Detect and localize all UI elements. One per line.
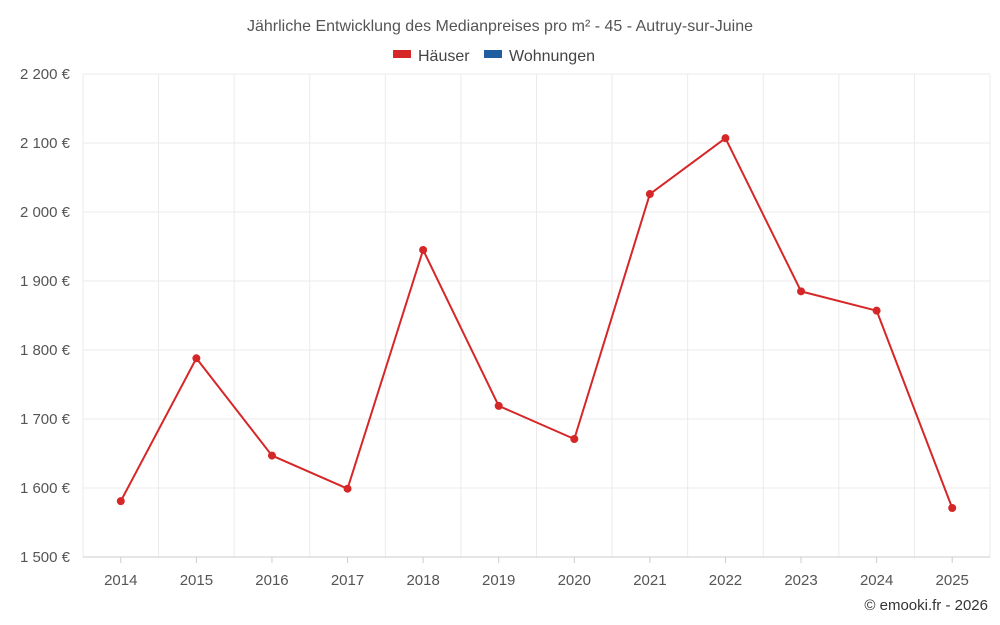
x-tick-label: 2016 xyxy=(255,572,288,589)
y-tick-label: 2 200 € xyxy=(20,66,71,83)
x-tick-label: 2025 xyxy=(936,572,969,589)
data-point-2021[interactable] xyxy=(645,190,654,199)
legend-label-wohnungen[interactable]: Wohnungen xyxy=(509,48,595,65)
x-tick-label: 2024 xyxy=(860,572,893,589)
data-point-2019[interactable] xyxy=(494,401,503,410)
series-haeuser xyxy=(116,134,957,513)
x-tick-label: 2014 xyxy=(104,572,137,589)
legend-swatch-wohnungen xyxy=(484,50,502,58)
x-axis-ticks: 2014 2015 2016 2017 2018 2019 2020 2021 2022 2023… xyxy=(104,557,969,589)
y-tick-label: 2 100 € xyxy=(20,135,71,152)
legend-swatch-haeuser xyxy=(393,50,411,58)
y-tick-label: 2 000 € xyxy=(20,204,71,221)
x-tick-label: 2021 xyxy=(633,572,666,589)
series-line-haeuser xyxy=(119,137,954,509)
x-tick-label: 2022 xyxy=(709,572,742,589)
y-tick-label: 1 600 € xyxy=(20,480,71,497)
data-point-2022[interactable] xyxy=(721,134,730,143)
x-tick-label: 2017 xyxy=(331,572,364,589)
data-point-2017[interactable] xyxy=(343,484,352,493)
chart-title: Jährliche Entwicklung des Medianpreises … xyxy=(247,18,753,35)
y-axis-ticks: 1 500 € 1 600 € 1 700 € 1 800 € 1 900 € 2 000… xyxy=(20,66,71,566)
y-tick-label: 1 900 € xyxy=(20,273,71,290)
data-point-2018[interactable] xyxy=(419,245,428,254)
x-tick-label: 2020 xyxy=(558,572,591,589)
y-tick-label: 1 800 € xyxy=(20,342,71,359)
x-tick-label: 2019 xyxy=(482,572,515,589)
data-point-2015[interactable] xyxy=(192,354,201,363)
legend-label-haeuser[interactable]: Häuser xyxy=(418,48,470,65)
data-point-2014[interactable] xyxy=(116,497,125,506)
x-tick-label: 2018 xyxy=(406,572,439,589)
data-point-2020[interactable] xyxy=(570,435,579,444)
data-point-2023[interactable] xyxy=(797,287,806,296)
data-point-2016[interactable] xyxy=(267,451,276,460)
y-tick-label: 1 700 € xyxy=(20,411,71,428)
legend: Häuser Wohnungen xyxy=(393,48,595,65)
x-gridlines xyxy=(82,74,991,557)
data-point-2024[interactable] xyxy=(872,306,881,315)
x-tick-label: 2015 xyxy=(180,572,213,589)
x-tick-label: 2023 xyxy=(784,572,817,589)
credit-text: © emooki.fr - 2026 xyxy=(864,597,988,614)
data-point-2025[interactable] xyxy=(948,504,957,513)
y-tick-label: 1 500 € xyxy=(20,549,71,566)
